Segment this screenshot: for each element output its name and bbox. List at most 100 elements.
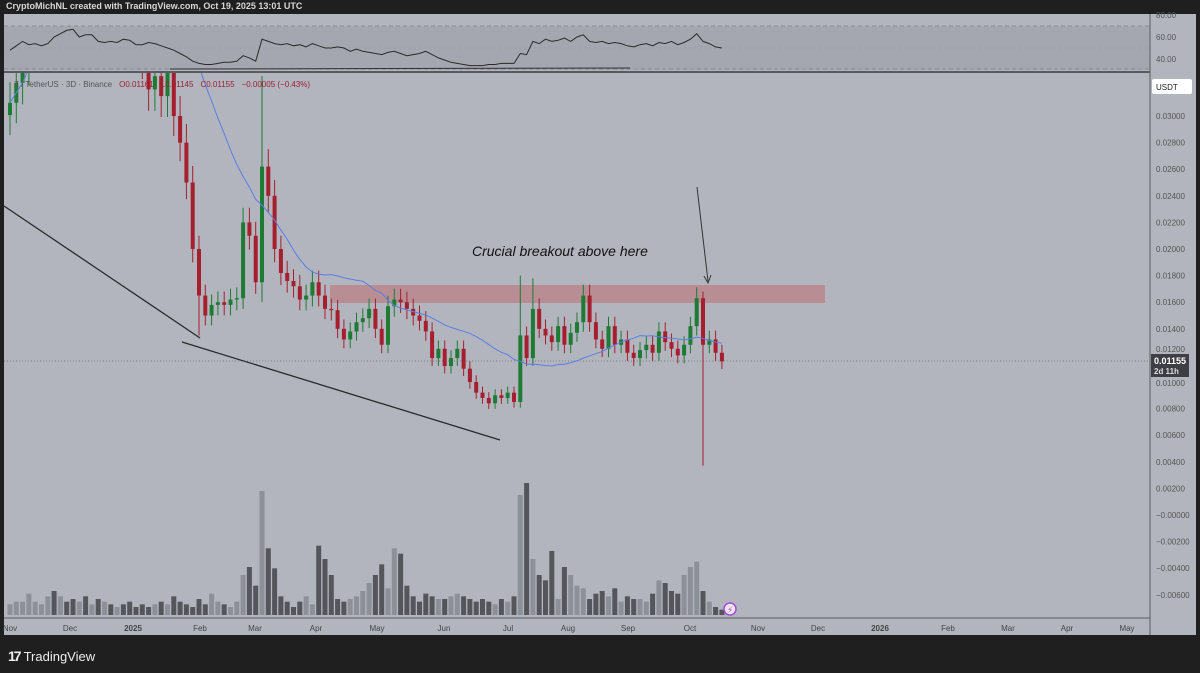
price-tick: −0.00400 <box>1156 564 1190 573</box>
candle-down <box>486 397 491 404</box>
lightning-icon: ⚡ <box>727 605 733 615</box>
candle-up <box>386 306 390 345</box>
chart-legend: Z / TetherUS · 3D · Binance O0.01161 L0.… <box>14 80 310 89</box>
candle-up <box>241 222 246 299</box>
candle-down <box>562 326 567 345</box>
price-tick: 0.03000 <box>1156 112 1185 121</box>
currency-button[interactable] <box>1152 79 1192 94</box>
candle-up <box>682 344 687 356</box>
candle-down <box>499 395 504 398</box>
volume-bar <box>152 604 158 615</box>
candle-down <box>146 73 151 90</box>
legend-open: O0.01161 <box>119 80 154 89</box>
legend-low: L0.01145 <box>161 80 194 89</box>
volume-bar <box>675 593 681 615</box>
candle-down <box>430 331 435 359</box>
candle-up <box>493 395 498 404</box>
candle-up <box>638 350 642 359</box>
candle-down <box>253 235 258 283</box>
candle-down <box>398 299 403 303</box>
time-axis[interactable]: Nov Dec 2025 Feb Mar Apr May Jun Jul Aug Sep Oct Nov… <box>3 624 1135 633</box>
volume-bar <box>480 599 485 615</box>
tradingview-logo[interactable]: 17 TradingView <box>8 648 95 664</box>
volume-bar <box>404 585 410 615</box>
candle-up <box>20 73 25 83</box>
volume-bar <box>656 580 662 615</box>
volume-bar <box>83 596 89 615</box>
volume-bar <box>183 604 189 615</box>
volume-bar <box>120 604 126 615</box>
price-pane: Crucial breakout above here Z / TetherUS… <box>3 0 1150 616</box>
time-label: Aug <box>561 624 575 633</box>
volume-bar <box>102 601 107 615</box>
volume-bar <box>39 604 44 615</box>
candle-up <box>392 299 397 307</box>
moving-average-line <box>9 73 722 367</box>
volume-bar <box>309 604 315 615</box>
candle-down <box>247 222 252 236</box>
arrow-line[interactable] <box>696 186 709 282</box>
volume-bar <box>561 567 567 615</box>
candle-down <box>474 382 479 393</box>
volume-bar <box>467 599 473 615</box>
volume-bar <box>347 599 353 615</box>
candle-down <box>719 352 724 362</box>
annotation-text[interactable]: Crucial breakout above here <box>472 243 648 259</box>
candle-down <box>272 195 277 250</box>
time-label: Feb <box>941 624 955 633</box>
lightning-badge[interactable]: ⚡ <box>723 602 737 616</box>
volume-bar <box>580 588 586 615</box>
rsi-tick: 40.00 <box>1156 55 1177 64</box>
candle-down <box>543 328 548 336</box>
rsi-trendline[interactable] <box>169 67 631 70</box>
candle-up <box>436 348 441 359</box>
candle-up <box>33 0 37 23</box>
candle-down <box>109 0 113 10</box>
volume-bar <box>505 601 511 615</box>
candle-down <box>524 335 529 359</box>
candle-down <box>197 249 201 296</box>
rsi-axis[interactable]: 80.00 60.00 40.00 <box>1156 11 1177 64</box>
volume-bar <box>694 561 700 615</box>
candle-down <box>291 280 296 287</box>
price-axis[interactable]: 0.03000 0.02800 0.02600 0.02400 0.02200 0.020… <box>1156 112 1190 600</box>
volume-bar <box>328 575 334 615</box>
volume-bar <box>341 601 347 615</box>
volume-bar <box>536 575 542 615</box>
volume-bar <box>360 591 366 615</box>
resistance-zone[interactable] <box>330 285 825 303</box>
rsi-tick: 60.00 <box>1156 33 1177 42</box>
attribution-text: CryptoMichNL created with TradingView.co… <box>6 1 303 11</box>
price-tick: 0.01000 <box>1156 379 1185 388</box>
legend-symbol[interactable]: Z / TetherUS · 3D · Binance <box>14 80 113 89</box>
volume-bar <box>555 599 561 615</box>
volume-bar <box>574 585 580 615</box>
volume-bar <box>423 593 429 615</box>
attribution-bar: CryptoMichNL created with TradingView.co… <box>0 0 1200 14</box>
volume-bar <box>543 580 548 615</box>
price-tick: 0.02800 <box>1156 139 1185 148</box>
time-label: Apr <box>310 624 323 633</box>
footer <box>0 635 1200 673</box>
candle-up <box>152 76 157 90</box>
volume-bar <box>511 596 517 615</box>
candle-up <box>644 344 649 351</box>
volume-bar <box>303 596 309 615</box>
volume-bar <box>410 596 416 615</box>
volume-bar <box>158 601 164 615</box>
candle-up <box>215 302 220 305</box>
volume-bar <box>398 553 404 615</box>
candle-up <box>694 298 699 327</box>
price-tick: 0.02600 <box>1156 165 1185 174</box>
price-tick: 0.01200 <box>1156 345 1185 354</box>
time-label: Jun <box>438 624 451 633</box>
candle-down <box>266 166 271 196</box>
candle-up <box>234 298 239 300</box>
volume-bar <box>32 601 38 615</box>
upper-trendline[interactable] <box>3 205 201 339</box>
candle-down <box>190 182 195 250</box>
lower-trendline[interactable] <box>181 341 501 441</box>
tradingview-brand: TradingView <box>23 648 96 664</box>
candle-down <box>612 326 617 345</box>
